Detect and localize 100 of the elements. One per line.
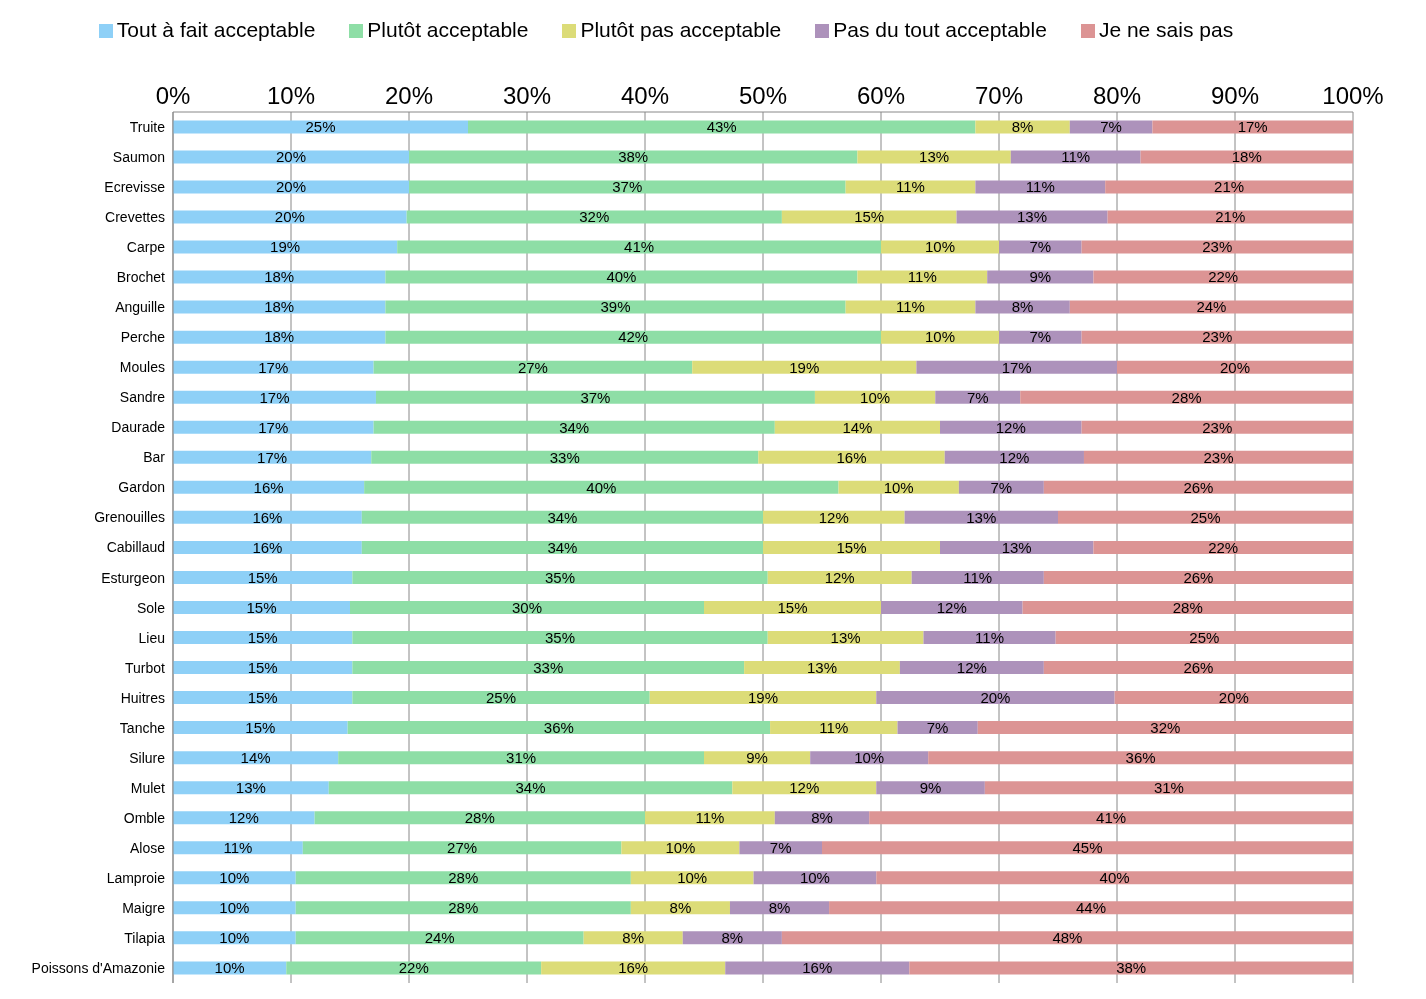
x-tick-label: 0% [155, 82, 191, 109]
data-label: 16% [252, 508, 283, 526]
bar [999, 330, 1082, 344]
bar [857, 150, 1011, 164]
data-label: 40% [606, 268, 637, 286]
y-tick-label: Daurade [111, 419, 166, 436]
data-label: 7% [990, 478, 1013, 496]
data-label: 43% [706, 118, 737, 136]
bar [371, 450, 759, 464]
data-label: 25% [305, 118, 336, 136]
data-label: 17% [258, 358, 289, 376]
bar [1093, 270, 1353, 284]
x-tick-label: 80% [1092, 82, 1142, 109]
bar [774, 420, 940, 434]
data-label: 7% [769, 839, 792, 857]
x-tick-label: 20% [384, 82, 434, 109]
data-label: 23% [1202, 328, 1233, 346]
data-label: 37% [612, 178, 643, 196]
bar [338, 751, 704, 765]
data-label: 11% [896, 298, 925, 316]
data-label: 22% [1208, 268, 1239, 286]
bar [829, 901, 1353, 915]
data-label: 23% [1202, 418, 1233, 436]
data-label: 20% [275, 178, 307, 196]
bar [916, 360, 1117, 374]
data-label: 26% [1183, 568, 1214, 586]
y-tick-label: Mulet [130, 779, 166, 796]
data-label: 12% [818, 508, 849, 526]
data-label: 27% [447, 839, 478, 857]
data-label: 40% [586, 478, 617, 496]
data-label: 9% [746, 748, 768, 766]
bar [409, 180, 846, 194]
bar [1107, 210, 1353, 224]
data-label: 8% [622, 929, 645, 947]
bar [944, 450, 1084, 464]
legend-label: Plutôt pas acceptable [580, 18, 782, 41]
bar [173, 240, 398, 254]
bar [364, 480, 839, 494]
data-label: 18% [264, 298, 295, 316]
bar [385, 300, 846, 314]
data-label: 34% [559, 418, 590, 436]
bar [286, 961, 542, 975]
data-label: 34% [547, 508, 578, 526]
bar [373, 420, 775, 434]
data-label: 33% [549, 448, 580, 466]
data-label: 34% [515, 778, 546, 796]
bar [173, 150, 409, 164]
bar [1043, 661, 1353, 675]
data-label: 8% [1011, 298, 1034, 316]
bar [1081, 330, 1353, 344]
data-label: 45% [1072, 839, 1103, 857]
bar [173, 540, 362, 554]
bar [692, 360, 917, 374]
data-label: 10% [883, 478, 914, 496]
data-label: 15% [246, 598, 277, 616]
y-tick-label: Esturgeon [101, 569, 165, 586]
data-label: 41% [624, 238, 655, 256]
data-label: 20% [275, 148, 307, 166]
y-tick-label: Moules [119, 359, 165, 376]
bar [630, 871, 754, 885]
bar [739, 841, 822, 855]
bar [352, 691, 650, 705]
data-label: 7% [1100, 118, 1122, 136]
bar [350, 600, 704, 614]
data-label: 11% [1025, 178, 1055, 196]
data-label: 16% [252, 538, 283, 556]
data-label: 23% [1203, 448, 1234, 466]
data-label: 8% [1011, 118, 1034, 136]
data-label: 41% [1096, 809, 1127, 827]
bar [781, 931, 1353, 945]
x-tick-label: 30% [502, 82, 552, 109]
bar [173, 600, 350, 614]
data-label: 18% [264, 328, 295, 346]
data-label: 21% [1214, 178, 1245, 196]
bar [173, 120, 468, 134]
y-tick-label: Alose [129, 839, 166, 856]
y-tick-label: Omble [123, 809, 166, 826]
data-label: 12% [824, 568, 855, 586]
bar [173, 210, 407, 224]
data-label: 10% [665, 839, 696, 857]
data-label: 17% [259, 388, 290, 406]
data-label: 10% [799, 869, 830, 887]
data-label: 7% [926, 718, 949, 736]
bar [1058, 510, 1353, 524]
data-label: 36% [1125, 748, 1156, 766]
bar [767, 570, 912, 584]
data-label: 17% [258, 418, 289, 436]
data-label: 23% [1202, 238, 1233, 256]
bar [928, 751, 1353, 765]
data-label: 26% [1183, 478, 1214, 496]
bar [385, 270, 858, 284]
data-label: 11% [819, 718, 849, 736]
y-tick-label: Silure [129, 749, 166, 766]
data-label: 28% [1171, 388, 1202, 406]
x-tick-label: 60% [856, 82, 906, 109]
data-label: 24% [424, 929, 455, 947]
bar [173, 781, 329, 795]
bar [876, 781, 985, 795]
bar [732, 781, 877, 795]
bar [904, 510, 1058, 524]
